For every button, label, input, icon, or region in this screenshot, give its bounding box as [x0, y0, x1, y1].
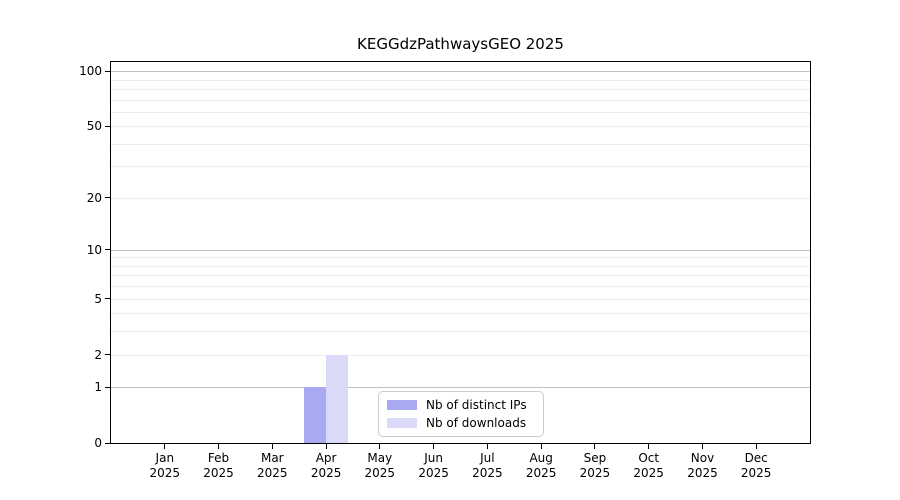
y-tick-label-50: 50: [86, 119, 102, 134]
y-tick-label-1: 1: [94, 380, 102, 395]
x-tick-label-dec: Dec 2025: [726, 451, 786, 481]
x-tick-dec: [755, 444, 757, 449]
legend: Nb of distinct IPs Nb of downloads: [378, 391, 544, 437]
gridline-2: [111, 354, 810, 356]
x-tick-label-sep: Sep 2025: [565, 451, 625, 481]
x-tick-month: Jun: [424, 451, 443, 465]
x-tick-nov: [702, 444, 703, 449]
x-tick-label-may: May 2025: [350, 451, 410, 481]
x-tick-month: Jan: [155, 451, 175, 465]
x-tick-month: Mar: [260, 451, 284, 465]
x-tick-aug: [540, 444, 542, 449]
y-tick-20: [105, 197, 110, 199]
gridline-70: [111, 99, 810, 101]
y-tick-label-100: 100: [79, 64, 102, 78]
x-tick-month: Apr: [315, 451, 337, 465]
x-tick-may: [379, 444, 381, 449]
x-tick-oct: [648, 444, 650, 449]
x-tick-month: Nov: [690, 451, 715, 465]
gridline-20: [111, 197, 810, 199]
gridline-10: [111, 249, 810, 251]
gridline-40: [111, 143, 810, 145]
y-tick-10: [105, 249, 110, 251]
gridline-80: [111, 88, 810, 90]
gridline-1: [111, 387, 810, 389]
y-tick-label-20: 20: [86, 190, 102, 205]
x-tick-month: Oct: [638, 451, 660, 465]
legend-swatch-downloads: [387, 418, 417, 428]
x-tick-feb: [218, 444, 219, 449]
bar-apr-distinct-ips: [304, 387, 327, 443]
gridline-6: [111, 286, 810, 288]
gridline-3: [111, 331, 810, 333]
y-tick-label-10: 10: [86, 242, 102, 257]
gridline-4: [111, 313, 810, 315]
plot-area: [110, 61, 811, 444]
x-tick-label-mar: Mar 2025: [242, 451, 302, 481]
x-tick-jul: [486, 444, 488, 449]
x-tick-year: 2025: [418, 466, 449, 480]
x-tick-month: Feb: [207, 451, 230, 465]
x-tick-jun: [433, 444, 435, 449]
x-tick-year: 2025: [203, 466, 234, 480]
x-tick-label-oct: Oct 2025: [619, 451, 679, 481]
y-tick-label-5: 5: [94, 291, 102, 306]
y-tick-label-2: 2: [94, 347, 102, 362]
x-tick-year: 2025: [149, 466, 181, 480]
x-tick-year: 2025: [310, 466, 342, 480]
x-tick-year: 2025: [472, 466, 503, 480]
y-tick-100: [105, 70, 110, 72]
legend-label-downloads: Nb of downloads: [426, 416, 527, 430]
legend-item-downloads: Nb of downloads: [387, 416, 535, 430]
y-tick-5: [105, 298, 110, 300]
gridline-50: [111, 126, 810, 128]
bar-apr-downloads: [326, 354, 349, 443]
x-tick-month: May: [367, 451, 393, 465]
y-tick-50: [105, 125, 110, 127]
x-tick-jan: [164, 444, 166, 449]
x-tick-year: 2025: [687, 466, 718, 480]
legend-item-distinct-ips: Nb of distinct IPs: [387, 398, 535, 412]
x-tick-label-jun: Jun 2025: [404, 451, 464, 481]
x-tick-year: 2025: [579, 466, 611, 480]
y-tick-2: [105, 354, 110, 355]
gridline-30: [111, 166, 810, 168]
x-tick-month: Dec: [744, 451, 768, 465]
gridline-9: [111, 257, 810, 259]
gridline-5: [111, 298, 810, 300]
x-tick-year: 2025: [257, 466, 288, 480]
x-tick-label-apr: Apr 2025: [296, 451, 356, 481]
gridline-60: [111, 111, 810, 113]
legend-swatch-distinct-ips: [387, 400, 417, 410]
gridline-7: [111, 275, 810, 277]
y-tick-label-0: 0: [94, 436, 102, 450]
x-tick-mar: [271, 444, 273, 449]
x-tick-label-jul: Jul 2025: [457, 451, 517, 481]
x-tick-label-feb: Feb 2025: [189, 451, 249, 481]
x-tick-label-nov: Nov 2025: [673, 451, 733, 481]
x-tick-year: 2025: [740, 466, 772, 480]
x-tick-month: Jul: [480, 451, 495, 465]
y-tick-1: [105, 386, 110, 388]
gridline-90: [111, 79, 810, 81]
x-tick-year: 2025: [525, 466, 557, 480]
x-tick-sep: [594, 444, 596, 449]
gridline-8: [111, 265, 810, 267]
x-tick-month: Aug: [529, 451, 553, 465]
x-tick-apr: [325, 444, 327, 449]
x-tick-month: Sep: [583, 451, 607, 465]
gridline-100: [111, 71, 810, 72]
x-tick-label-jan: Jan 2025: [135, 451, 195, 481]
x-tick-label-aug: Aug 2025: [511, 451, 571, 481]
y-tick-0: [105, 442, 110, 444]
chart-title: KEGGdzPathwaysGEO 2025: [357, 35, 564, 53]
legend-label-distinct-ips: Nb of distinct IPs: [426, 398, 527, 412]
x-tick-year: 2025: [364, 466, 396, 480]
x-tick-year: 2025: [633, 466, 664, 480]
